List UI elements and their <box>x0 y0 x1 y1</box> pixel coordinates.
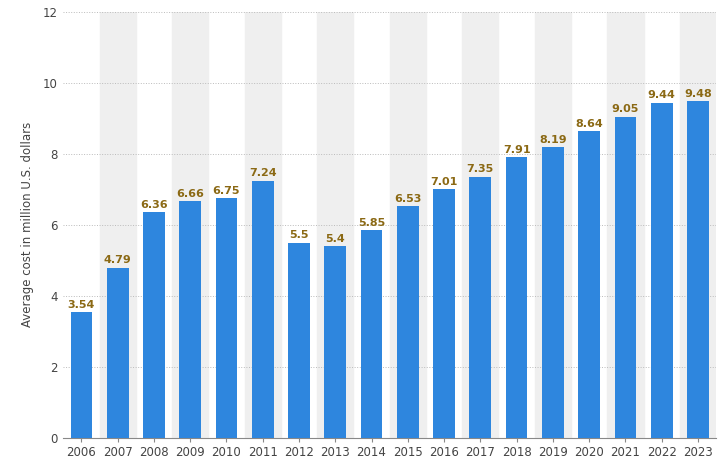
Text: 9.48: 9.48 <box>684 89 712 99</box>
Bar <box>172 12 208 438</box>
Bar <box>317 12 354 438</box>
Text: 6.66: 6.66 <box>176 189 204 199</box>
Text: 7.01: 7.01 <box>430 177 458 186</box>
Text: 7.91: 7.91 <box>502 144 531 155</box>
Bar <box>535 12 571 438</box>
Text: 6.53: 6.53 <box>394 193 422 204</box>
Y-axis label: Average cost in million U.S. dollars: Average cost in million U.S. dollars <box>22 122 35 328</box>
Text: 9.05: 9.05 <box>612 104 639 114</box>
Bar <box>578 131 600 438</box>
Text: 3.54: 3.54 <box>68 300 95 309</box>
Bar <box>505 157 528 438</box>
Bar <box>680 12 716 438</box>
Bar <box>687 102 709 438</box>
Bar <box>542 147 564 438</box>
Text: 8.64: 8.64 <box>576 119 603 129</box>
Bar <box>462 12 498 438</box>
Text: 5.5: 5.5 <box>289 230 309 240</box>
Bar <box>390 12 426 438</box>
Bar <box>607 12 643 438</box>
Text: 6.36: 6.36 <box>140 199 168 210</box>
Bar <box>615 116 636 438</box>
Text: 9.44: 9.44 <box>648 90 675 100</box>
Text: 8.19: 8.19 <box>539 135 567 144</box>
Text: 5.4: 5.4 <box>325 233 345 244</box>
Bar <box>397 206 419 438</box>
Bar <box>100 12 136 438</box>
Bar <box>252 181 273 438</box>
Text: 5.85: 5.85 <box>358 218 385 228</box>
Bar <box>325 246 346 438</box>
Bar <box>361 230 382 438</box>
Bar <box>651 103 672 438</box>
Bar <box>244 12 281 438</box>
Text: 4.79: 4.79 <box>104 255 132 265</box>
Text: 7.24: 7.24 <box>249 168 277 178</box>
Text: 7.35: 7.35 <box>467 164 494 174</box>
Bar <box>179 201 201 438</box>
Bar <box>215 198 237 438</box>
Bar <box>288 243 310 438</box>
Bar <box>469 177 491 438</box>
Bar <box>107 268 129 438</box>
Bar <box>143 212 165 438</box>
Bar <box>433 189 455 438</box>
Text: 6.75: 6.75 <box>213 186 240 196</box>
Bar <box>71 312 93 438</box>
